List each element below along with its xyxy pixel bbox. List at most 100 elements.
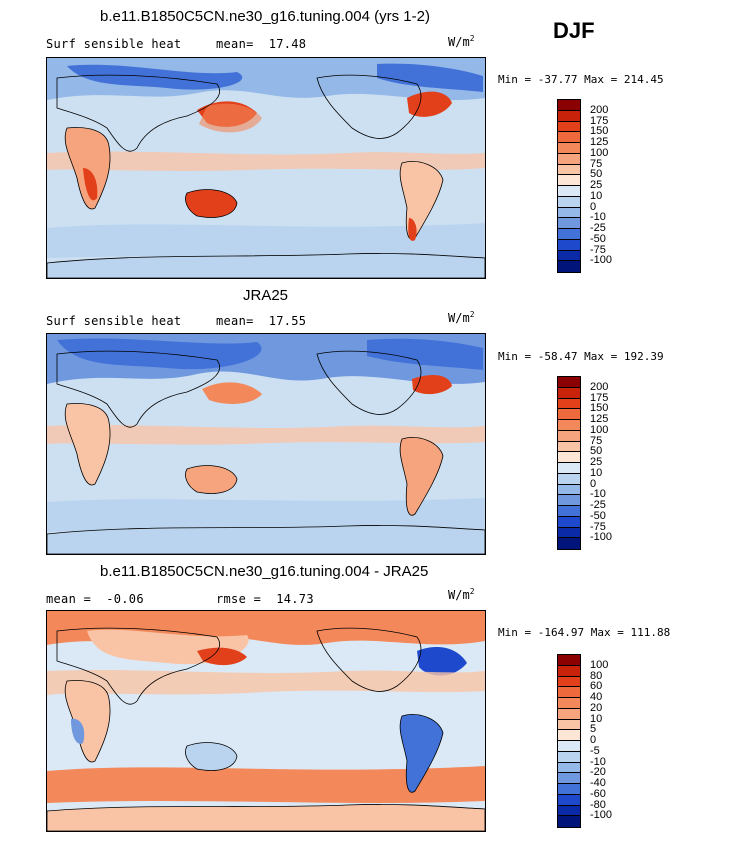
colorbar-label: 80 — [590, 669, 603, 682]
panel-1-units: W/m2 — [448, 34, 475, 49]
colorbar-box — [558, 100, 580, 111]
panel-3-units-base: W/m — [448, 588, 470, 602]
panel-2-mean-value: 17.55 — [268, 314, 307, 328]
colorbar-box — [558, 762, 580, 774]
colorbar-box — [558, 730, 580, 741]
panel-1-min-max: Min = -37.77 Max = 214.45 — [498, 73, 664, 86]
colorbar-box — [558, 687, 580, 698]
panel-1-title: b.e11.B1850C5CN.ne30_g16.tuning.004 (yrs… — [100, 8, 430, 25]
colorbar-label: 50 — [590, 445, 603, 458]
colorbar-label: 25 — [590, 179, 603, 191]
colorbar-box — [558, 430, 580, 442]
colorbar-label: -100 — [590, 809, 613, 822]
colorbar-label: 40 — [590, 691, 603, 703]
colorbar-label: 25 — [590, 456, 603, 468]
panel-3-units: W/m2 — [448, 587, 475, 602]
colorbar-label: 150 — [590, 125, 609, 138]
colorbar-label: 10 — [590, 466, 603, 479]
colorbar-box — [558, 676, 580, 688]
colorbar-label: 200 — [590, 380, 609, 393]
colorbar-box — [558, 708, 580, 720]
colorbar-box — [558, 196, 580, 208]
colorbar-box — [558, 377, 580, 388]
colorbar-box — [558, 527, 580, 539]
colorbar-label: 0 — [590, 734, 597, 746]
colorbar-box — [558, 719, 580, 731]
panel-2-units-base: W/m — [448, 311, 470, 325]
colorbar-box — [558, 218, 580, 229]
panel-3-mean-value: -0.06 — [106, 592, 144, 606]
colorbar-box — [558, 784, 580, 795]
colorbar-label: -5 — [590, 744, 600, 757]
colorbar-label: 175 — [590, 114, 609, 127]
colorbar-label: 0 — [590, 477, 597, 490]
colorbar-box — [558, 452, 580, 463]
colorbar-label: 100 — [590, 146, 609, 159]
colorbar-label: 125 — [590, 413, 609, 425]
colorbar-box — [558, 441, 580, 453]
colorbar-box — [558, 153, 580, 165]
panel-2-units-exp: 2 — [469, 310, 475, 319]
colorbar-label: -100 — [590, 531, 613, 544]
colorbar-label: -100 — [590, 254, 613, 267]
colorbar-box — [558, 516, 580, 528]
panel-1-units-base: W/m — [448, 35, 470, 49]
panel-3-rmse-value: 14.73 — [276, 592, 314, 606]
colorbar-label: -25 — [590, 499, 606, 511]
panel-3-mean-label: mean = — [46, 592, 92, 606]
colorbar-box — [558, 387, 580, 399]
colorbar-box — [558, 805, 580, 817]
colorbar-box — [558, 110, 580, 122]
colorbar-box — [558, 484, 580, 496]
colorbar-box — [558, 261, 580, 272]
colorbar-box — [558, 398, 580, 410]
panel-3-units-exp: 2 — [469, 587, 475, 596]
colorbar-label: 5 — [590, 723, 597, 736]
colorbar-label: -75 — [590, 243, 606, 256]
colorbar-label: 75 — [590, 434, 603, 447]
panel-1-mean-label: mean= — [216, 37, 254, 51]
colorbar-label: -50 — [590, 232, 606, 245]
panel-2-mean-label: mean= — [216, 314, 254, 328]
panel-1-units-exp: 2 — [469, 34, 475, 43]
colorbar-label: 10 — [590, 712, 603, 725]
colorbar-box — [558, 143, 580, 154]
colorbar-box — [558, 186, 580, 197]
colorbar-box — [558, 538, 580, 549]
colorbar-box — [558, 239, 580, 251]
panel-1-colorbar — [557, 99, 581, 273]
colorbar-box — [558, 229, 580, 240]
panel-3-min-max: Min = -164.97 Max = 111.88 — [498, 626, 671, 639]
colorbar-box — [558, 698, 580, 709]
panel-3-colorbar — [557, 654, 581, 828]
colorbar-label: -25 — [590, 222, 606, 234]
colorbar-label: 60 — [590, 680, 603, 693]
colorbar-label: 50 — [590, 168, 603, 181]
colorbar-box — [558, 741, 580, 752]
panel-3-map — [46, 610, 486, 832]
colorbar-box — [558, 121, 580, 133]
colorbar-label: -50 — [590, 509, 606, 522]
panel-3-rmse: rmse = 14.73 — [216, 592, 314, 606]
panel-2-variable: Surf sensible heat — [46, 314, 182, 328]
colorbar-box — [558, 132, 580, 143]
colorbar-box — [558, 506, 580, 517]
colorbar-label: 75 — [590, 157, 603, 170]
colorbar-label: 150 — [590, 402, 609, 415]
colorbar-box — [558, 164, 580, 176]
colorbar-label: 20 — [590, 701, 603, 714]
colorbar-label: -75 — [590, 520, 606, 533]
colorbar-box — [558, 665, 580, 677]
colorbar-label: -60 — [590, 787, 606, 800]
panel-3-rmse-label: rmse = — [216, 592, 262, 606]
panel-2-min-max: Min = -58.47 Max = 192.39 — [498, 350, 664, 363]
panel-2-title: JRA25 — [243, 287, 289, 304]
colorbar-label: -10 — [590, 755, 606, 768]
colorbar-box — [558, 463, 580, 474]
panel-2-mean: mean= 17.55 — [216, 314, 306, 328]
panel-1-mean: mean= 17.48 — [216, 37, 306, 51]
colorbar-label: 100 — [590, 658, 609, 671]
panel-1-variable: Surf sensible heat — [46, 37, 182, 51]
colorbar-box — [558, 473, 580, 485]
colorbar-label: -10 — [590, 488, 606, 501]
